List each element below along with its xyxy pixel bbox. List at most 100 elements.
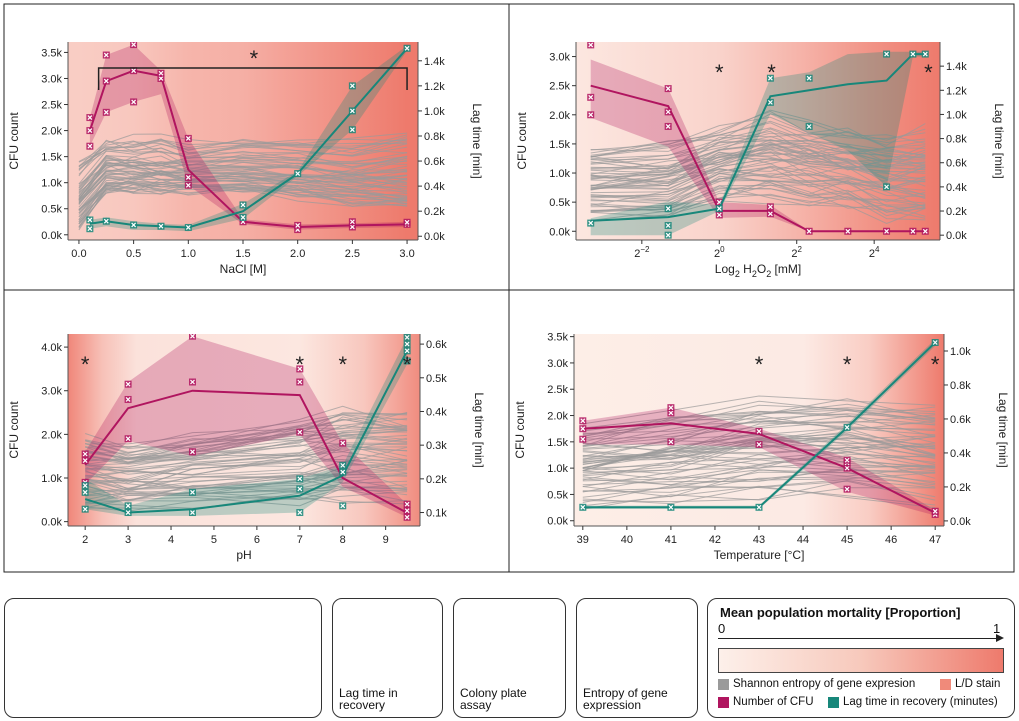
y-tick-label: 1.0k	[41, 473, 62, 485]
plot-area	[587, 42, 929, 239]
entropy-line	[582, 459, 936, 488]
entropy-line	[582, 479, 936, 503]
lag-point	[403, 340, 411, 348]
cfu-point	[296, 365, 304, 373]
y-tick-label: 0.0k	[549, 226, 570, 238]
entropy-line	[590, 179, 926, 221]
entropy-label: Entropy of gene expression	[583, 686, 668, 712]
y2-tick-label: 0.0k	[946, 230, 967, 242]
y2-tick-label: 0.2k	[950, 482, 971, 494]
lag-point	[130, 221, 138, 229]
lag-point	[909, 50, 917, 58]
y2-tick-label: 1.0k	[946, 109, 967, 121]
lag-point	[715, 205, 723, 213]
entropy-line	[85, 436, 408, 470]
y2-tick-label: 1.4k	[946, 61, 967, 73]
lag-point	[339, 468, 347, 476]
entropy-line	[85, 411, 408, 459]
x-tick-label: 6	[254, 534, 260, 546]
x-tick-label: 24	[869, 245, 880, 260]
entropy-line	[85, 492, 408, 510]
cfu-point	[339, 439, 347, 447]
y-tick-label: 3.0k	[547, 358, 568, 370]
y-tick-label: 2.5k	[41, 100, 62, 112]
y-tick-label: 2.5k	[547, 384, 568, 396]
lag-time-label: Lag time in recovery	[339, 686, 398, 712]
y2-tick-label: 0.2k	[426, 474, 447, 486]
significance-star: *	[931, 352, 940, 377]
y2-axis-label: Lag time [min]	[472, 392, 486, 467]
legend-cfu-swatch	[718, 697, 729, 708]
lag-point	[184, 223, 192, 231]
cfu-line	[88, 69, 408, 229]
lag-point	[296, 475, 304, 483]
significance-star: *	[250, 46, 259, 71]
lag-point	[664, 205, 672, 213]
cfu-confidence-band	[590, 59, 926, 232]
entropy-line	[85, 429, 408, 456]
x-tick-label: 47	[929, 534, 941, 546]
entropy-line	[590, 179, 926, 206]
lag-point	[348, 126, 356, 134]
cfu-line	[84, 389, 408, 514]
x-tick-label: 1.0	[181, 248, 196, 260]
entropy-line	[582, 469, 936, 498]
lag-point	[921, 50, 929, 58]
y2-tick-label: 0.2k	[424, 206, 445, 218]
cfu-confidence-band	[85, 336, 408, 518]
entropy-line	[85, 454, 408, 482]
entropy-line	[582, 433, 936, 461]
lag-point	[86, 216, 94, 224]
entropy-line	[582, 485, 936, 509]
lag-point	[81, 488, 89, 496]
entropy-line	[78, 170, 408, 203]
cfu-point	[587, 42, 595, 49]
lag-point	[188, 488, 196, 496]
cfu-point	[403, 513, 411, 521]
entropy-line	[85, 472, 408, 493]
legend-gene-swatch	[718, 679, 729, 690]
cfu-point	[909, 227, 917, 235]
lag-point	[339, 461, 347, 469]
panel-frame-4	[508, 289, 1015, 573]
y-tick-label: 1.5k	[549, 139, 570, 151]
y-tick-label: 0.0k	[41, 517, 62, 529]
y-tick-label: 2.0k	[41, 429, 62, 441]
cfu-point	[81, 450, 89, 458]
entropy-line	[590, 182, 926, 212]
lag-point	[348, 82, 356, 90]
entropy-line	[85, 491, 408, 504]
panel-colony-illustration: Colony plate assay	[453, 598, 566, 718]
legend-lag-label: Lag time in recovery (minutes)	[843, 696, 998, 708]
x-tick-label: 2	[82, 534, 88, 546]
entropy-line	[590, 175, 926, 213]
entropy-line	[85, 466, 408, 501]
entropy-line	[582, 409, 936, 447]
entropy-line	[85, 463, 408, 485]
cfu-point	[124, 395, 132, 403]
y2-tick-label: 1.0k	[424, 106, 445, 118]
entropy-line	[582, 409, 936, 439]
entropy-line	[590, 167, 926, 190]
cfu-point	[130, 98, 138, 106]
cfu-point	[667, 438, 675, 446]
significance-star: *	[296, 352, 305, 377]
y2-tick-label: 0.3k	[426, 440, 447, 452]
entropy-line	[590, 173, 926, 200]
lag-point	[805, 123, 813, 131]
lag-point	[81, 505, 89, 513]
chart-1: * 0.0 0.5 1.0 1.5 2.0 2.5 3.0 0.0k 0.5k 1.0k 1.5k 2.…	[7, 42, 484, 276]
colony-label: Colony plate assay	[460, 686, 527, 712]
entropy-line	[590, 172, 926, 208]
cfu-point	[931, 507, 939, 515]
y-tick-label: 1.0k	[41, 178, 62, 190]
lag-point	[843, 423, 851, 431]
x-tick-label: 3	[125, 534, 131, 546]
entropy-line	[590, 130, 926, 161]
entropy-line	[590, 116, 926, 158]
y-tick-label: 2.0k	[549, 110, 570, 122]
entropy-line	[590, 151, 926, 187]
y2-tick-label: 0.6k	[426, 339, 447, 351]
cfu-point	[157, 69, 165, 77]
